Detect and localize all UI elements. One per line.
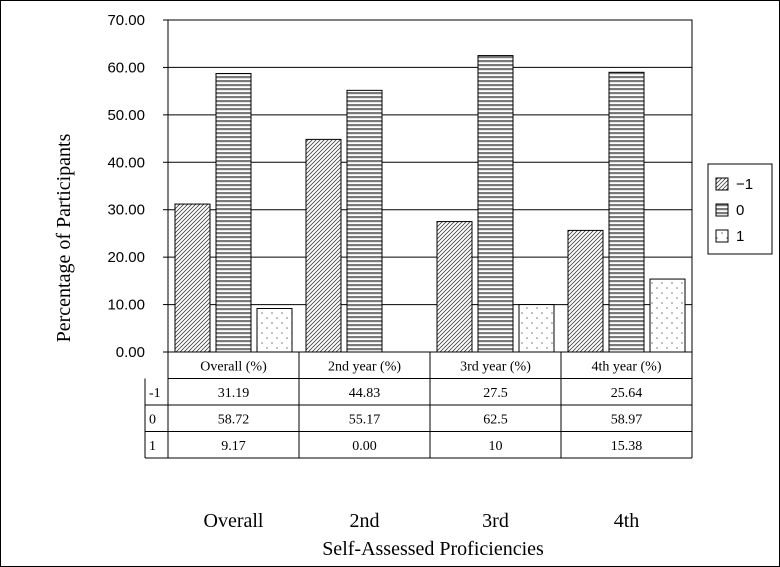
- legend-swatch--1: [715, 177, 729, 191]
- y-tick-label: 30.00: [107, 202, 145, 219]
- table-cell: 9.17: [221, 439, 246, 454]
- x-axis-label: Self-Assessed Proficiencies: [322, 538, 544, 560]
- table-header-cell: 3rd year (%): [460, 359, 531, 374]
- y-tick-label: 60.00: [107, 59, 145, 76]
- bar-series-0-1: [346, 89, 383, 353]
- table-cell: 62.5: [483, 412, 508, 427]
- y-tick-label: 50.00: [107, 107, 145, 124]
- table-cell: 0.00: [352, 439, 377, 454]
- table-cell: 58.97: [611, 412, 643, 427]
- table-cell: 55.17: [349, 412, 381, 427]
- legend-label: −1: [736, 176, 753, 193]
- y-tick-label: 10.00: [107, 297, 145, 314]
- table-header-cell: 2nd year (%): [328, 359, 401, 374]
- table-header-cell: Overall (%): [200, 359, 267, 374]
- legend-swatch-1: [715, 229, 729, 243]
- bar-series--1-2: [436, 221, 473, 353]
- table-cell: 25.64: [611, 386, 643, 401]
- bar-series-1-2: [518, 304, 555, 353]
- x-group-label: 2nd: [350, 510, 380, 532]
- y-tick-label: 40.00: [107, 154, 145, 171]
- table-cell: 58.72: [218, 412, 250, 427]
- y-tick-label: 0.00: [116, 344, 145, 361]
- table-row-label: 1: [149, 439, 156, 454]
- bar-series--1-1: [305, 138, 342, 353]
- legend-swatch-0: [715, 203, 729, 217]
- bar-series--1-3: [567, 229, 604, 353]
- bar-series-0-2: [477, 55, 514, 353]
- table-cell: 27.5: [483, 386, 508, 401]
- legend-label: 0: [736, 202, 744, 219]
- table-row-label: -1: [149, 386, 161, 401]
- x-group-label: 4th: [614, 510, 640, 532]
- bar-series--1-0: [174, 203, 211, 353]
- table-cell: 44.83: [349, 386, 381, 401]
- bar-series-0-3: [608, 71, 645, 353]
- legend-label: 1: [736, 228, 744, 245]
- table-cell: 31.19: [218, 386, 250, 401]
- table-cell: 15.38: [611, 439, 643, 454]
- bar-series-0-0: [215, 72, 252, 353]
- table-header-cell: 4th year (%): [592, 359, 662, 374]
- bar-series-1-3: [649, 278, 686, 353]
- y-tick-label: 70.00: [107, 12, 145, 29]
- x-group-label: Overall: [204, 510, 264, 532]
- table-cell: 10: [489, 439, 503, 454]
- y-axis-label: Percentage of Participants: [53, 133, 75, 342]
- table-row-label: 0: [149, 412, 156, 427]
- bar-series-1-0: [256, 308, 293, 353]
- x-group-label: 3rd: [482, 510, 509, 532]
- y-tick-label: 20.00: [107, 249, 145, 266]
